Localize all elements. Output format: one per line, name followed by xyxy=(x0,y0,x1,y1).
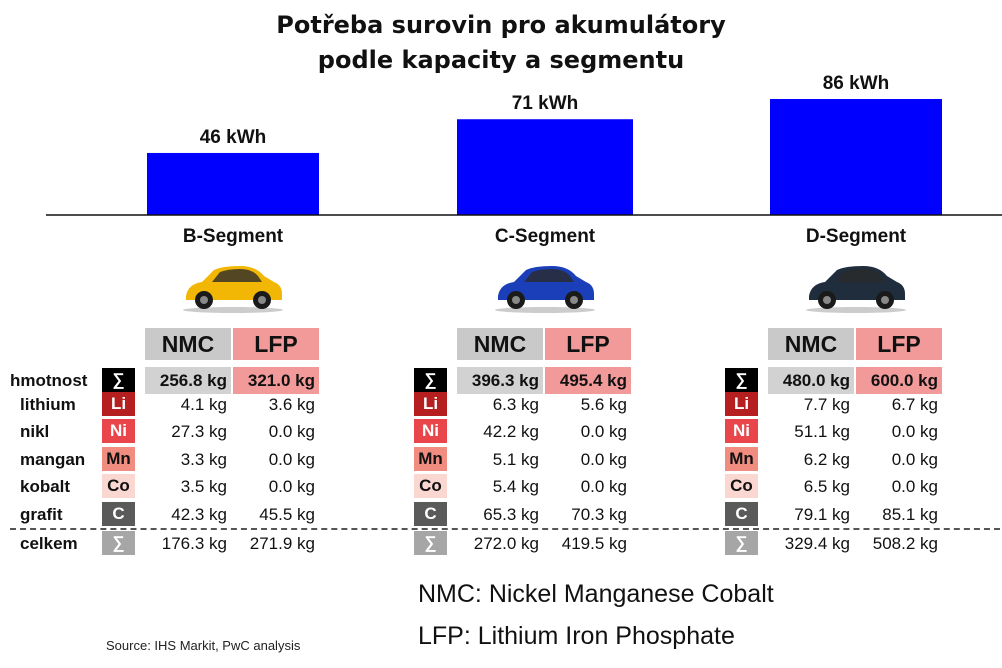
value-lfp-nikl: 0.0 kg xyxy=(580,422,627,441)
bar-b-segment xyxy=(147,152,319,215)
bar-chart: 46 kWh 71 kWh 86 kWh xyxy=(46,73,1002,216)
value-nmc-hmotnost: 396.3 kg xyxy=(457,367,543,394)
element-badge-lithium: Li xyxy=(414,392,447,416)
header-lfp: LFP xyxy=(233,328,319,360)
element-badge-kobalt: Co xyxy=(102,474,135,498)
element-badge-nikl: Ni xyxy=(102,419,135,443)
element-badge-hmotnost: ∑ xyxy=(102,368,135,392)
element-badge-nikl: Ni xyxy=(414,419,447,443)
row-label-kobalt: kobalt xyxy=(20,477,71,496)
header-nmc: NMC xyxy=(145,328,231,360)
segment-label: B-Segment xyxy=(182,226,284,247)
car-icon xyxy=(183,266,283,313)
element-badge-celkem: ∑ xyxy=(102,531,135,555)
value-nmc-kobalt: 3.5 kg xyxy=(180,477,227,496)
row-label-mangan: mangan xyxy=(20,450,86,469)
value-lfp-lithium: 6.7 kg xyxy=(891,395,938,414)
element-badge-grafit: C xyxy=(725,502,758,526)
source-note: Source: IHS Markit, PwC analysis xyxy=(106,638,301,653)
value-nmc-nikl: 51.1 kg xyxy=(794,422,850,441)
value-lfp-kobalt: 0.0 kg xyxy=(891,477,938,496)
row-label-nikl: nikl xyxy=(20,422,50,441)
value-nmc-lithium: 6.3 kg xyxy=(492,395,539,414)
value-nmc-grafit: 42.3 kg xyxy=(171,505,227,524)
value-lfp-mangan: 0.0 kg xyxy=(580,450,627,469)
segment-label: C-Segment xyxy=(494,226,596,247)
row-label-hmotnost: hmotnost xyxy=(10,371,88,390)
bar-value-label: 71 kWh xyxy=(512,93,579,114)
value-nmc-celkem: 272.0 kg xyxy=(473,534,539,553)
value-lfp-mangan: 0.0 kg xyxy=(891,450,938,469)
total-divider xyxy=(10,528,1000,530)
value-lfp-lithium: 5.6 kg xyxy=(580,395,627,414)
value-lfp-grafit: 70.3 kg xyxy=(571,505,627,524)
value-lfp-mangan: 0.0 kg xyxy=(268,450,315,469)
value-lfp-grafit: 85.1 kg xyxy=(882,505,938,524)
element-badge-grafit: C xyxy=(414,502,447,526)
value-nmc-mangan: 5.1 kg xyxy=(492,450,539,469)
element-badge-grafit: C xyxy=(102,502,135,526)
header-nmc: NMC xyxy=(457,328,543,360)
value-nmc-grafit: 79.1 kg xyxy=(794,505,850,524)
car-icon xyxy=(806,266,906,313)
bar-value-label: 46 kWh xyxy=(200,127,267,148)
value-nmc-nikl: 42.2 kg xyxy=(483,422,539,441)
value-nmc-lithium: 7.7 kg xyxy=(803,395,850,414)
header-lfp: LFP xyxy=(545,328,631,360)
bar-c-segment xyxy=(457,119,633,215)
value-nmc-hmotnost: 256.8 kg xyxy=(145,367,231,394)
value-nmc-celkem: 329.4 kg xyxy=(784,534,850,553)
value-nmc-mangan: 3.3 kg xyxy=(180,450,227,469)
element-badge-mangan: Mn xyxy=(102,447,135,471)
value-lfp-grafit: 45.5 kg xyxy=(259,505,315,524)
segment-label: D-Segment xyxy=(805,226,907,247)
value-lfp-celkem: 508.2 kg xyxy=(872,534,938,553)
element-badge-celkem: ∑ xyxy=(414,531,447,555)
legend-lfp: LFP: Lithium Iron Phosphate xyxy=(418,622,735,650)
element-badge-lithium: Li xyxy=(102,392,135,416)
value-nmc-grafit: 65.3 kg xyxy=(483,505,539,524)
header-nmc: NMC xyxy=(768,328,854,360)
title-line-1: Potřeba surovin pro akumulátory xyxy=(276,11,726,39)
element-badge-mangan: Mn xyxy=(414,447,447,471)
row-label-celkem: celkem xyxy=(20,534,78,553)
value-lfp-nikl: 0.0 kg xyxy=(891,422,938,441)
legend-nmc: NMC: Nickel Manganese Cobalt xyxy=(418,580,774,608)
element-badge-lithium: Li xyxy=(725,392,758,416)
value-nmc-kobalt: 6.5 kg xyxy=(803,477,850,496)
value-lfp-nikl: 0.0 kg xyxy=(268,422,315,441)
value-lfp-kobalt: 0.0 kg xyxy=(268,477,315,496)
value-nmc-mangan: 6.2 kg xyxy=(803,450,850,469)
value-lfp-celkem: 271.9 kg xyxy=(249,534,315,553)
element-badge-mangan: Mn xyxy=(725,447,758,471)
element-badge-kobalt: Co xyxy=(414,474,447,498)
value-lfp-celkem: 419.5 kg xyxy=(561,534,627,553)
row-label-grafit: grafit xyxy=(20,505,63,524)
value-lfp-hmotnost: 321.0 kg xyxy=(233,367,319,394)
element-badge-nikl: Ni xyxy=(725,419,758,443)
bar-d-segment xyxy=(770,99,942,215)
value-nmc-kobalt: 5.4 kg xyxy=(492,477,539,496)
value-lfp-hmotnost: 600.0 kg xyxy=(856,367,942,394)
car-icon xyxy=(495,266,595,313)
value-lfp-hmotnost: 495.4 kg xyxy=(545,367,631,394)
value-lfp-kobalt: 0.0 kg xyxy=(580,477,627,496)
chart-title: Potřeba surovin pro akumulátory podle ka… xyxy=(0,8,1002,78)
element-badge-hmotnost: ∑ xyxy=(414,368,447,392)
title-line-2: podle kapacity a segmentu xyxy=(317,46,685,74)
header-lfp: LFP xyxy=(856,328,942,360)
element-badge-kobalt: Co xyxy=(725,474,758,498)
bar-value-label: 86 kWh xyxy=(823,73,890,94)
value-nmc-lithium: 4.1 kg xyxy=(180,395,227,414)
value-lfp-lithium: 3.6 kg xyxy=(268,395,315,414)
row-label-lithium: lithium xyxy=(20,395,76,414)
element-badge-celkem: ∑ xyxy=(725,531,758,555)
value-nmc-nikl: 27.3 kg xyxy=(171,422,227,441)
value-nmc-celkem: 176.3 kg xyxy=(161,534,227,553)
value-nmc-hmotnost: 480.0 kg xyxy=(768,367,854,394)
element-badge-hmotnost: ∑ xyxy=(725,368,758,392)
